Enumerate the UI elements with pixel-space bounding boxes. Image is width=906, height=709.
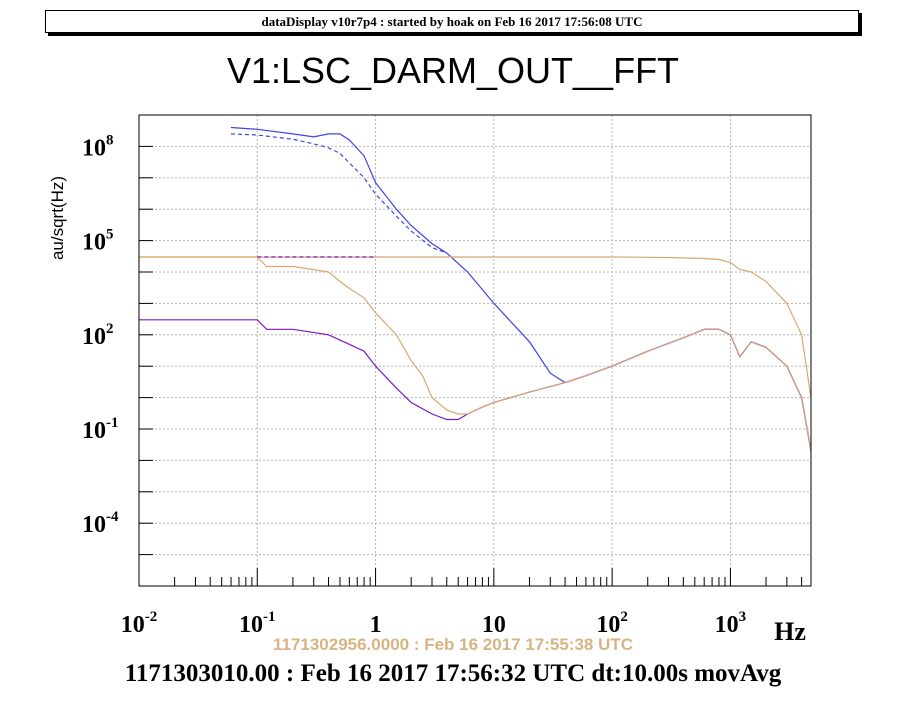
plot-title: V1:LSC_DARM_OUT__FFT [226, 50, 680, 91]
y-tick-label: 10-1 [82, 415, 119, 444]
footer-time: 1171303010.00 : Feb 16 2017 17:56:32 UTC… [124, 660, 782, 687]
x-tick-label: 10-1 [239, 609, 276, 638]
y-tick-label: 105 [82, 227, 114, 256]
x-tick-label: 10 [482, 612, 506, 638]
series-line-4 [139, 256, 812, 452]
reference-time: 1171302956.0000 : Feb 16 2017 17:55:38 U… [272, 635, 634, 654]
x-tick-label: 102 [596, 609, 628, 638]
y-tick-label: 10-4 [82, 509, 119, 538]
series-line-2 [230, 133, 448, 254]
header-text: dataDisplay v10r7p4 : started by hoak on… [261, 13, 643, 29]
y-axis-label: au/sqrt(Hz) [48, 176, 67, 260]
series-line-1 [230, 126, 812, 452]
x-tick-label: 103 [715, 609, 747, 638]
series-line-3 [139, 319, 812, 452]
series-line-5 [139, 256, 812, 398]
x-tick-label: 1 [370, 612, 382, 638]
grid [139, 115, 811, 586]
series-layer [139, 126, 812, 452]
x-tick-label: 10-2 [121, 609, 158, 638]
axis-ticks [138, 114, 803, 587]
y-tick-label: 102 [82, 321, 114, 350]
plot-frame [138, 114, 812, 587]
x-axis-label: Hz [774, 617, 806, 646]
y-tick-label: 108 [82, 132, 114, 161]
header-box: dataDisplay v10r7p4 : started by hoak on… [45, 10, 859, 33]
tick-labels: 10-2 10-1 1 10 102 103 10-4 10-1 102 105 108 [82, 132, 746, 638]
